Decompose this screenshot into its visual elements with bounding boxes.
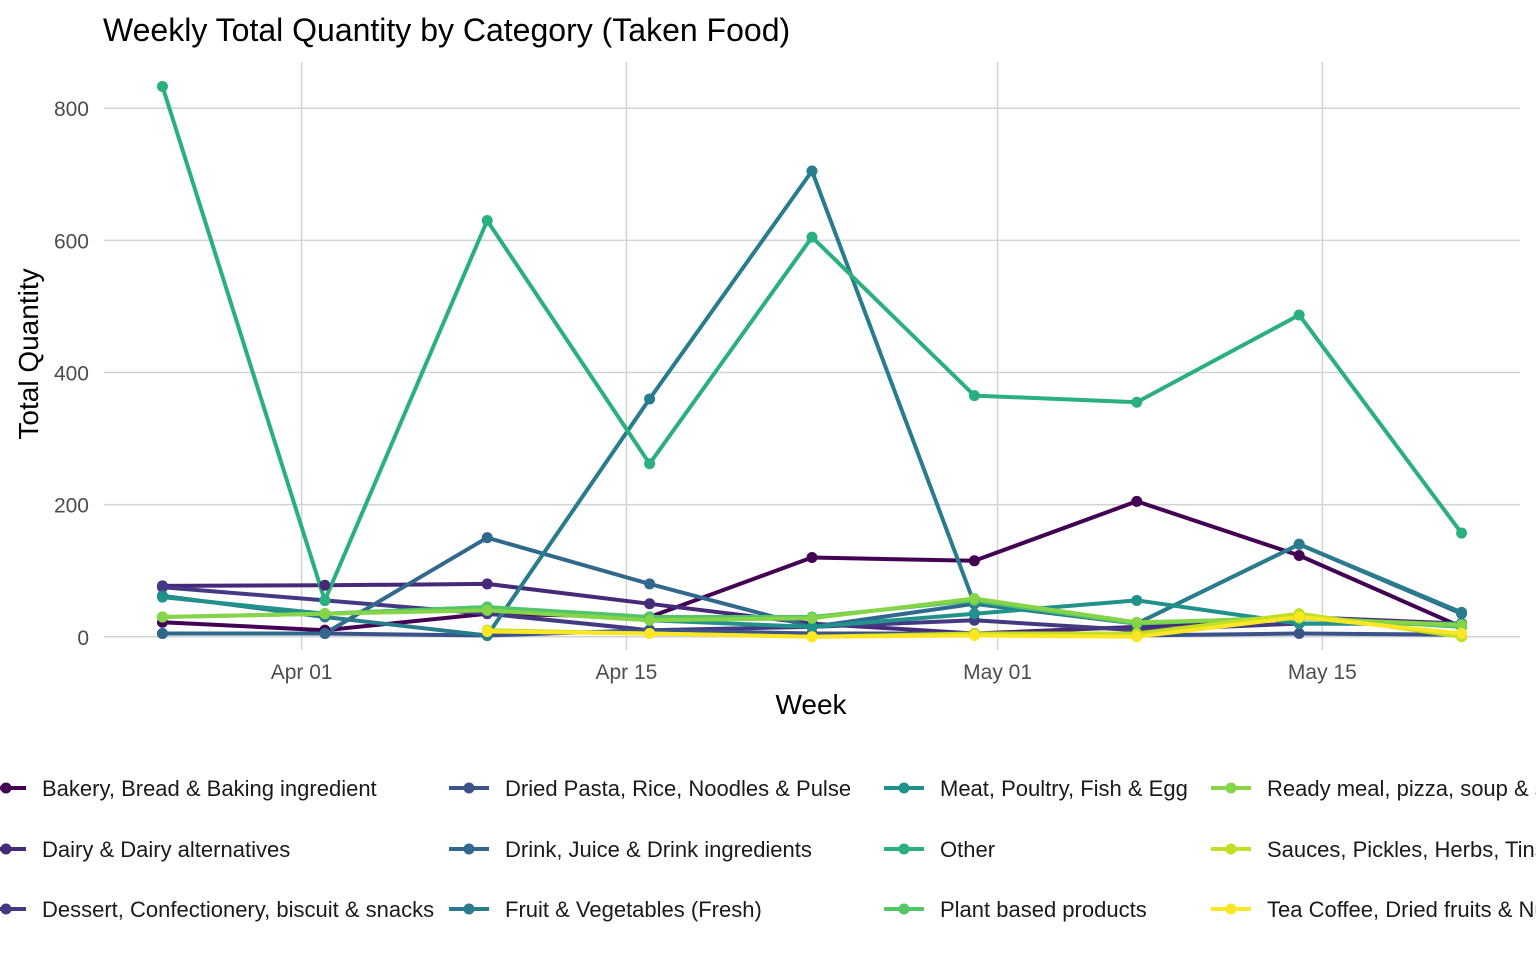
legend-key-point	[0, 843, 12, 855]
legend-label: Drink, Juice & Drink ingredients	[505, 837, 812, 862]
data-point	[644, 458, 656, 470]
data-point	[644, 627, 656, 639]
data-point	[806, 612, 818, 624]
data-point	[481, 626, 493, 638]
y-tick-label: 800	[54, 98, 89, 121]
legend: Bakery, Bread & Baking ingredient Dairy &…	[0, 776, 1536, 922]
data-point	[1131, 495, 1143, 507]
chart-title: Weekly Total Quantity by Category (Taken…	[103, 12, 790, 48]
data-point	[1293, 627, 1305, 639]
series-points	[156, 80, 1468, 643]
data-point	[1456, 619, 1468, 631]
legend-key-point	[463, 903, 475, 915]
data-point	[1456, 627, 1468, 639]
data-point	[968, 629, 980, 641]
data-point	[319, 627, 331, 639]
legend-key-point	[463, 782, 475, 794]
legend-key-point	[0, 903, 12, 915]
x-tick-label: Apr 01	[271, 661, 333, 684]
legend-label: Other	[940, 837, 995, 862]
data-point	[1456, 527, 1468, 539]
legend-label: Dried Pasta, Rice, Noodles & Pulse	[505, 776, 851, 801]
y-tick-label: 0	[77, 627, 89, 650]
data-point	[481, 578, 493, 590]
data-point	[1293, 611, 1305, 623]
legend-label: Plant based products	[940, 897, 1147, 922]
data-point	[968, 390, 980, 402]
data-point	[644, 578, 656, 590]
data-point	[644, 393, 656, 405]
y-axis-ticks: 0 200 400 600 800	[54, 98, 89, 650]
y-tick-label: 600	[54, 230, 89, 253]
data-point	[156, 80, 168, 92]
x-tick-label: May 15	[1288, 661, 1357, 684]
legend-key-point	[1225, 782, 1237, 794]
data-point	[1293, 309, 1305, 321]
legend-label: Bakery, Bread & Baking ingredient	[42, 776, 377, 801]
data-point	[156, 611, 168, 623]
data-point	[156, 627, 168, 639]
data-point	[806, 631, 818, 643]
gridlines	[104, 62, 1520, 650]
data-point	[968, 555, 980, 567]
data-point	[1131, 631, 1143, 643]
data-point	[1131, 594, 1143, 606]
data-point	[319, 594, 331, 606]
data-point	[806, 231, 818, 243]
legend-key-point	[1225, 843, 1237, 855]
legend-label: Sauces, Pickles, Herbs, Tins & Jars	[1267, 837, 1536, 862]
legend-key-point	[898, 782, 910, 794]
x-tick-label: May 01	[963, 661, 1032, 684]
y-tick-label: 200	[54, 495, 89, 518]
data-point	[481, 532, 493, 544]
data-point	[644, 598, 656, 610]
data-point	[156, 591, 168, 603]
data-point	[319, 579, 331, 591]
legend-key-point	[898, 903, 910, 915]
data-point	[968, 608, 980, 620]
data-point	[806, 621, 818, 633]
legend-key-point	[1225, 903, 1237, 915]
x-axis-ticks: Apr 01 Apr 15 May 01 May 15	[271, 661, 1357, 684]
x-tick-label: Apr 15	[595, 661, 657, 684]
legend-label: Dessert, Confectionery, biscuit & snacks	[42, 897, 434, 922]
legend-label: Ready meal, pizza, soup & sandwich	[1267, 776, 1536, 801]
legend-label: Dairy & Dairy alternatives	[42, 837, 290, 862]
x-axis-title: Week	[775, 689, 847, 720]
legend-label: Meat, Poultry, Fish & Egg	[940, 776, 1188, 801]
data-point	[968, 592, 980, 604]
series-line-8	[160, 85, 1464, 603]
legend-label: Fruit & Vegetables (Fresh)	[505, 897, 762, 922]
legend-key-point	[0, 782, 12, 794]
data-point	[1456, 606, 1468, 618]
y-tick-label: 400	[54, 363, 89, 386]
data-point	[1131, 616, 1143, 628]
y-axis-title: Total Quantity	[13, 268, 44, 439]
legend-key-point	[463, 843, 475, 855]
data-point	[1293, 538, 1305, 550]
data-point	[319, 608, 331, 620]
data-point	[644, 614, 656, 626]
data-point	[1293, 550, 1305, 562]
data-point	[481, 604, 493, 616]
data-point	[1131, 396, 1143, 408]
data-point	[156, 581, 168, 593]
legend-key-point	[898, 843, 910, 855]
data-point	[481, 215, 493, 227]
data-point	[806, 165, 818, 177]
data-point	[806, 552, 818, 564]
legend-label: Tea Coffee, Dried fruits & Nuts	[1267, 897, 1536, 922]
